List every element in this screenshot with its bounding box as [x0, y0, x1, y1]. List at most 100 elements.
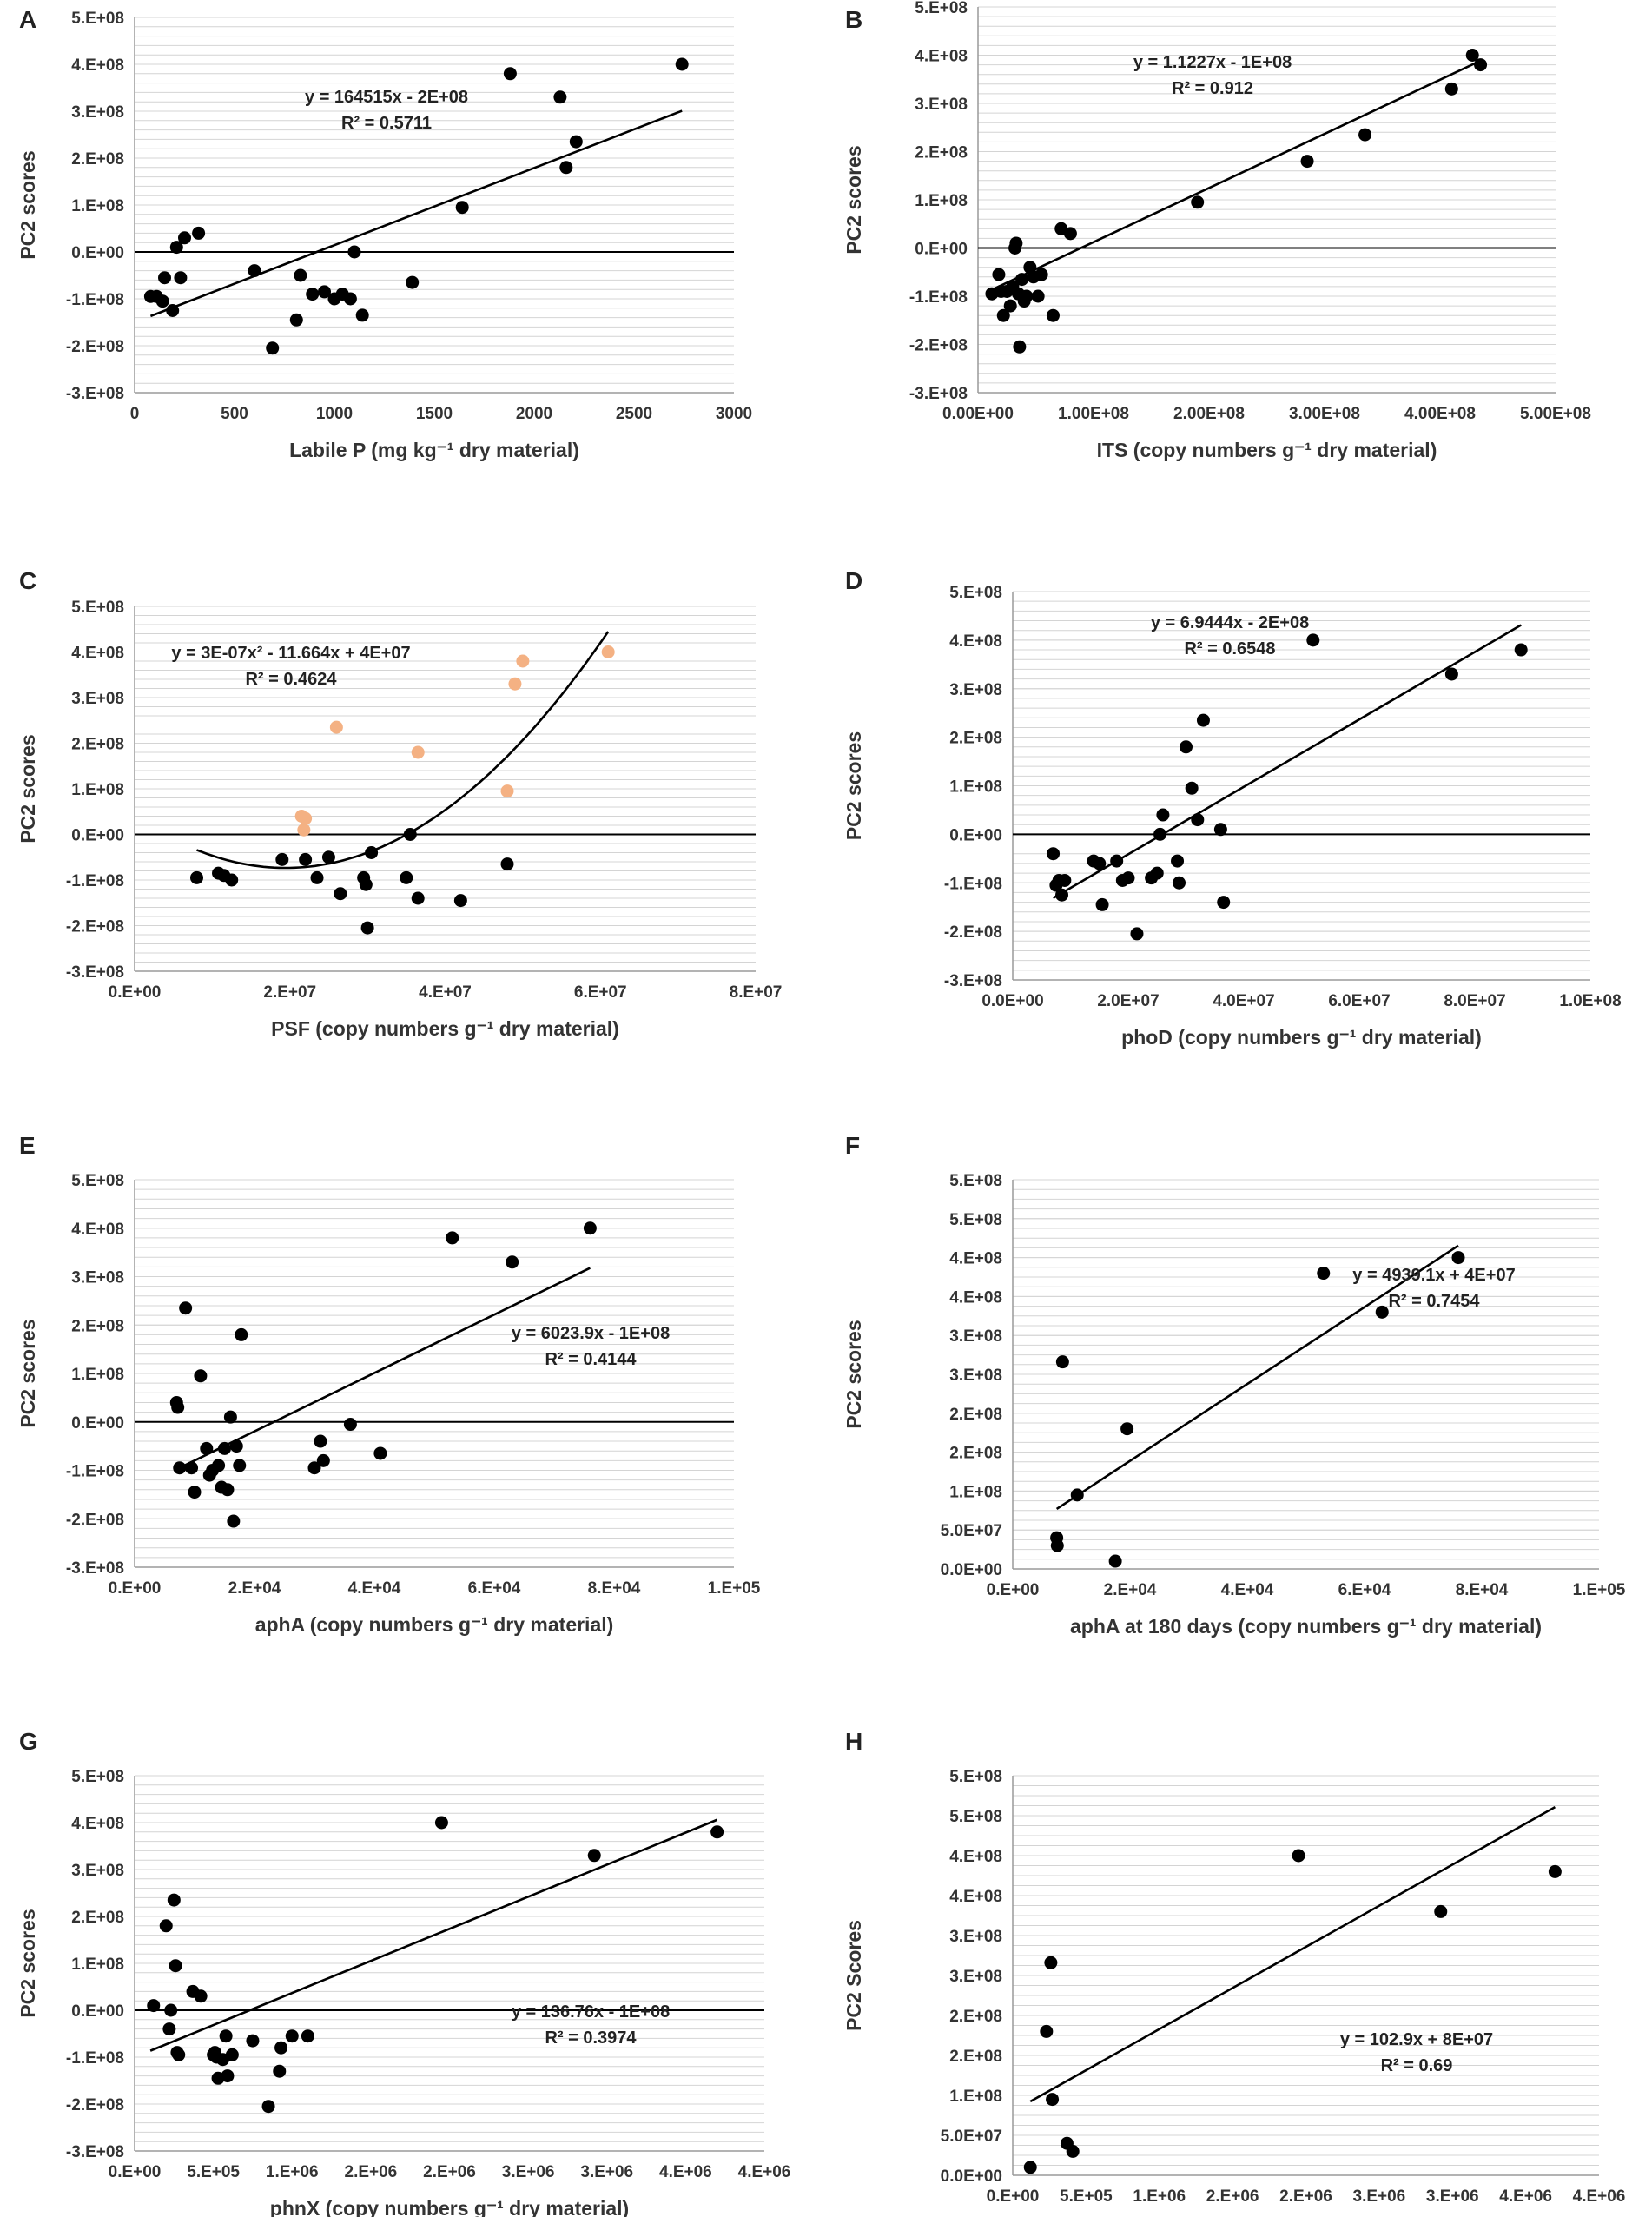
y-tick-label: 5.E+08: [71, 10, 124, 28]
x-tick-label: 4.0E+07: [1213, 992, 1274, 1010]
y-tick-label: 1.E+08: [949, 2088, 1002, 2106]
data-point: [1474, 58, 1488, 72]
y-tick-label: -3.E+08: [66, 385, 124, 403]
x-tick-label: 4.E+06: [738, 2163, 791, 2181]
y-tick-label: 0.0E+00: [941, 2167, 1002, 2186]
panel-letter: A: [19, 6, 36, 33]
trendline: [149, 1818, 718, 2052]
x-tick-label: 2.00E+08: [1173, 405, 1245, 423]
data-point: [147, 1999, 161, 2013]
data-point: [1055, 888, 1069, 902]
trend-equation: y = 6.9444x - 2E+08: [1151, 613, 1309, 632]
x-tick-label: 0.00E+00: [942, 405, 1014, 423]
data-point: [171, 1400, 185, 1414]
data-point: [583, 1221, 597, 1235]
data-point: [1095, 897, 1109, 911]
y-tick-label: 1.E+08: [71, 1956, 124, 1974]
data-point: [1375, 1305, 1389, 1319]
y-tick-label: 2.E+08: [949, 2048, 1002, 2066]
data-point: [1070, 1488, 1084, 1502]
x-tick-label: 1.E+05: [1573, 1581, 1626, 1599]
r-squared: R² = 0.6548: [1184, 639, 1275, 658]
data-point: [1047, 847, 1061, 861]
y-tick-label: 5.E+08: [949, 584, 1002, 602]
y-axis-title: PC2 Scores: [843, 1920, 865, 2031]
data-point: [1434, 1904, 1448, 1918]
data-point: [158, 271, 171, 285]
y-tick-label: 3.E+08: [915, 96, 968, 114]
data-point: [248, 264, 261, 278]
data-point: [996, 308, 1010, 322]
data-points: [143, 57, 689, 355]
data-point: [167, 1893, 181, 1907]
r-squared: R² = 0.3974: [545, 2028, 637, 2048]
x-tick-label: 5.00E+08: [1520, 405, 1591, 423]
data-point: [434, 1816, 448, 1830]
data-point: [1292, 1849, 1305, 1863]
x-tick-label: 3.00E+08: [1289, 405, 1360, 423]
data-point-highlight: [601, 645, 615, 658]
data-point: [155, 294, 169, 308]
data-point: [1058, 873, 1072, 887]
data-point: [446, 1231, 459, 1245]
y-tick-label: 5.E+08: [915, 0, 968, 17]
chart-d: D -3.E+08 -2.E+08 -1.E+08 0.E+00 1.E+08 2.E+08…: [843, 567, 1622, 1049]
data-point: [221, 1483, 235, 1497]
data-points: [1050, 1251, 1465, 1568]
x-axis-title: PSF (copy numbers g⁻¹ dry material): [271, 1017, 619, 1040]
chart-c: C -3.E+08 -2.E+08 -1.E+08 0.E+00 1.E+08 2.E+08…: [17, 567, 782, 1040]
panel-letter: H: [845, 1728, 862, 1755]
data-point: [225, 873, 239, 887]
data-point: [289, 313, 303, 327]
data-point: [218, 1441, 231, 1455]
data-point: [343, 292, 357, 306]
y-tick-label: 5.E+08: [949, 1172, 1002, 1190]
data-point: [1191, 195, 1205, 209]
data-point: [675, 57, 689, 71]
trend-equation: y = 164515x - 2E+08: [305, 88, 468, 107]
data-point: [1217, 896, 1231, 910]
y-tick-label: 0.E+00: [915, 241, 968, 259]
data-point-highlight: [329, 720, 343, 734]
data-point: [190, 870, 203, 884]
panel-d: D -3.E+08 -2.E+08 -1.E+08 0.E+00 1.E+08 2.E+08…: [826, 554, 1652, 1108]
data-point: [1173, 876, 1186, 890]
y-tick-label: 5.E+08: [71, 1768, 124, 1786]
data-points: [1047, 633, 1528, 941]
data-point: [174, 271, 188, 285]
y-tick-label: 0.E+00: [71, 827, 124, 845]
data-point: [1180, 740, 1193, 754]
data-point: [294, 268, 307, 282]
data-point: [1046, 2093, 1060, 2107]
x-tick-label: 1.00E+08: [1058, 405, 1129, 423]
x-tick-label: 500: [221, 405, 248, 423]
data-point: [500, 857, 514, 871]
panel-letter: E: [19, 1132, 36, 1159]
x-tick-label: 8.0E+07: [1444, 992, 1505, 1010]
y-tick-label: 3.E+08: [949, 1928, 1002, 1946]
x-tick-label: 2.E+04: [228, 1579, 281, 1598]
data-point: [1093, 857, 1107, 870]
data-point: [1040, 2024, 1054, 2038]
data-point: [1110, 854, 1124, 868]
panel-letter: C: [19, 567, 36, 594]
data-point: [179, 1301, 193, 1315]
y-tick-label: 5.E+08: [949, 1808, 1002, 1826]
x-tick-label: 0.E+00: [109, 2163, 162, 2181]
data-point: [235, 1327, 248, 1341]
data-point: [1150, 866, 1164, 880]
x-tick-label: 1.E+05: [708, 1579, 761, 1598]
data-point: [506, 1255, 519, 1269]
y-tick-label: 4.E+08: [71, 645, 124, 663]
data-point: [185, 1461, 199, 1475]
x-tick-label: 1.E+06: [1133, 2187, 1186, 2206]
r-squared: R² = 0.69: [1381, 2056, 1453, 2075]
data-point: [221, 2069, 235, 2083]
x-tick-label: 0.E+00: [109, 983, 162, 1002]
y-tick-label: 0.0E+00: [941, 1561, 1002, 1579]
x-tick-label: 2.0E+07: [1097, 992, 1159, 1010]
data-point: [360, 921, 374, 935]
x-axis-title: ITS (copy numbers g⁻¹ dry material): [1097, 439, 1437, 461]
trend-equation: y = 3E-07x² - 11.664x + 4E+07: [171, 644, 410, 663]
y-tick-label: 3.E+08: [71, 690, 124, 708]
